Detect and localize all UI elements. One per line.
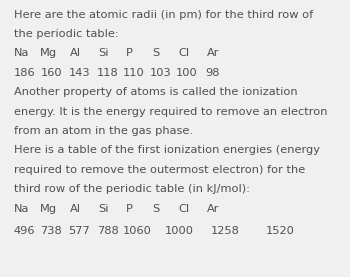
Text: Cl: Cl xyxy=(178,204,190,214)
Text: 496: 496 xyxy=(14,226,35,236)
Text: 788: 788 xyxy=(97,226,118,236)
Text: Another property of atoms is called the ionization: Another property of atoms is called the … xyxy=(14,87,298,97)
Text: Mg: Mg xyxy=(40,48,57,58)
Text: third row of the periodic table (in kJ/mol):: third row of the periodic table (in kJ/m… xyxy=(14,184,250,194)
Text: 110: 110 xyxy=(123,68,145,78)
Text: 186: 186 xyxy=(14,68,36,78)
Text: 1060: 1060 xyxy=(123,226,152,236)
Text: 118: 118 xyxy=(97,68,118,78)
Text: 1258: 1258 xyxy=(211,226,240,236)
Text: 738: 738 xyxy=(40,226,62,236)
Text: the periodic table:: the periodic table: xyxy=(14,29,119,39)
Text: Si: Si xyxy=(98,204,108,214)
Text: S: S xyxy=(152,204,160,214)
Text: 103: 103 xyxy=(149,68,171,78)
Text: P: P xyxy=(126,204,133,214)
Text: 160: 160 xyxy=(40,68,62,78)
Text: S: S xyxy=(152,48,160,58)
Text: energy. It is the energy required to remove an electron: energy. It is the energy required to rem… xyxy=(14,107,328,117)
Text: required to remove the outermost electron) for the: required to remove the outermost electro… xyxy=(14,165,305,175)
Text: Cl: Cl xyxy=(178,48,190,58)
Text: from an atom in the gas phase.: from an atom in the gas phase. xyxy=(14,126,193,136)
Text: Si: Si xyxy=(98,48,108,58)
Text: P: P xyxy=(126,48,133,58)
Text: Here are the atomic radii (in pm) for the third row of: Here are the atomic radii (in pm) for th… xyxy=(14,10,313,20)
Text: Mg: Mg xyxy=(40,204,57,214)
Text: 143: 143 xyxy=(69,68,90,78)
Text: Al: Al xyxy=(70,204,81,214)
Text: Here is a table of the first ionization energies (energy: Here is a table of the first ionization … xyxy=(14,145,320,155)
Text: Ar: Ar xyxy=(206,204,219,214)
Text: 577: 577 xyxy=(69,226,90,236)
Text: Al: Al xyxy=(70,48,81,58)
Text: Ar: Ar xyxy=(206,48,219,58)
Text: 1520: 1520 xyxy=(266,226,295,236)
Text: 1000: 1000 xyxy=(165,226,194,236)
Text: 100: 100 xyxy=(176,68,198,78)
Text: Na: Na xyxy=(14,48,29,58)
Text: 98: 98 xyxy=(205,68,220,78)
Text: Na: Na xyxy=(14,204,29,214)
